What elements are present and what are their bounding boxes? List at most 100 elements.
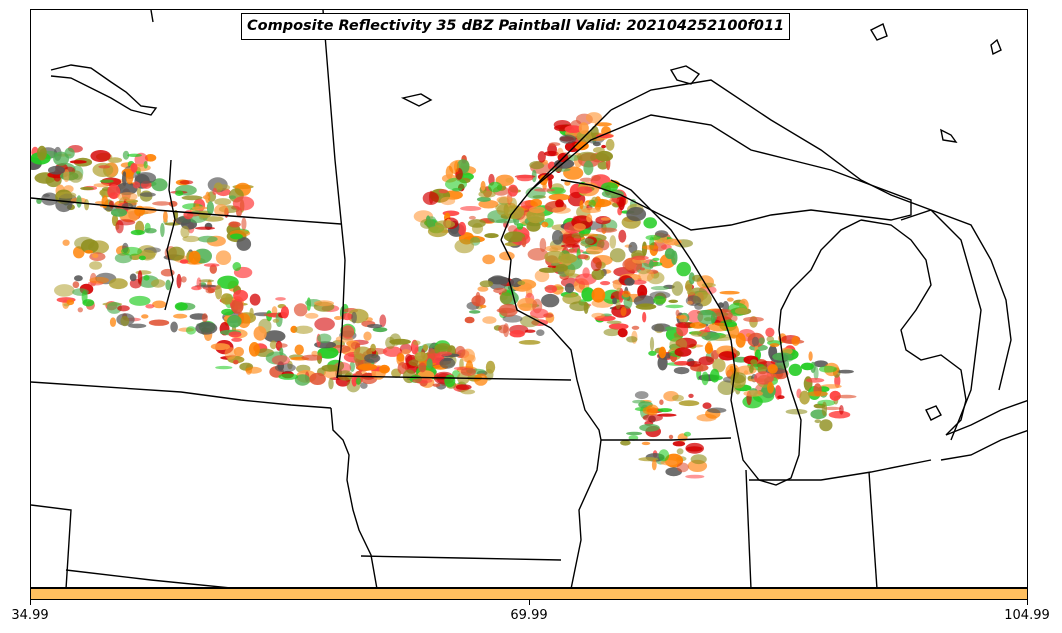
reflectivity-blob (719, 290, 740, 295)
reflectivity-blob (509, 277, 523, 288)
reflectivity-blob (129, 273, 137, 282)
reflectivity-blob (90, 150, 111, 162)
reflectivity-blob (188, 250, 201, 265)
reflectivity-blob (385, 336, 396, 349)
reflectivity-blob (195, 226, 215, 230)
reflectivity-blob (160, 222, 165, 238)
reflectivity-blob (294, 344, 304, 355)
reflectivity-blob (641, 441, 651, 446)
reflectivity-blob (432, 383, 441, 387)
reflectivity-blob (480, 180, 486, 191)
reflectivity-blob (539, 267, 559, 273)
reflectivity-blob (712, 358, 726, 373)
reflectivity-blob (507, 184, 519, 197)
reflectivity-blob (127, 153, 142, 157)
reflectivity-blob (464, 354, 476, 363)
reflectivity-blob (814, 419, 822, 424)
reflectivity-blob (685, 295, 702, 307)
reflectivity-blob (382, 346, 403, 357)
reflectivity-blob (685, 474, 705, 479)
reflectivity-blob (139, 192, 156, 197)
reflectivity-blob (263, 330, 286, 343)
reflectivity-blob (412, 340, 421, 346)
canada-lake-small (870, 23, 888, 41)
reflectivity-blob (675, 309, 680, 317)
reflectivity-blob (434, 220, 456, 229)
reflectivity-blob (616, 287, 621, 292)
reflectivity-blob (728, 324, 740, 339)
reflectivity-blob (233, 359, 239, 365)
reflectivity-blob (638, 269, 655, 282)
reflectivity-blob (341, 313, 354, 321)
reflectivity-blob (232, 262, 242, 271)
colorbar-tick-label-max: 104.99 (1004, 608, 1050, 623)
reflectivity-blob (137, 270, 143, 284)
reflectivity-blob (341, 325, 355, 339)
reflectivity-blob (201, 313, 208, 323)
reflectivity-blob (167, 246, 185, 261)
reflectivity-blob (743, 316, 764, 323)
reflectivity-blob (600, 217, 611, 221)
reflectivity-blob (590, 257, 602, 272)
reflectivity-blob (148, 319, 170, 326)
reflectivity-blob (608, 323, 629, 330)
reflectivity-blob (129, 295, 151, 306)
reflectivity-blob (597, 161, 609, 170)
reflectivity-blob (534, 188, 555, 192)
reflectivity-blob (42, 193, 50, 197)
mn-lake-superior-border (500, 109, 612, 241)
reflectivity-blob (180, 225, 190, 239)
reflectivity-blob (701, 282, 716, 288)
reflectivity-blob (807, 391, 829, 397)
lake-st-clair (925, 405, 942, 421)
reflectivity-blob (591, 174, 601, 182)
reflectivity-blob (228, 195, 236, 199)
reflectivity-blob (69, 160, 87, 164)
reflectivity-blob (583, 160, 594, 176)
reflectivity-blob (752, 363, 765, 367)
canada-islands (940, 128, 958, 143)
reflectivity-blob (579, 177, 594, 182)
reflectivity-blob (107, 184, 121, 200)
reflectivity-blob (72, 281, 80, 289)
reflectivity-blob (586, 214, 593, 223)
il-wi-border (601, 437, 732, 441)
reflectivity-blob (212, 187, 218, 195)
reflectivity-blob (551, 206, 571, 214)
reflectivity-blob (592, 141, 601, 147)
reflectivity-blob (626, 207, 647, 222)
reflectivity-blob (321, 364, 340, 372)
reflectivity-blob (279, 347, 284, 357)
reflectivity-blob (620, 306, 627, 317)
reflectivity-blob (180, 276, 187, 283)
reflectivity-blob (217, 275, 239, 289)
reflectivity-blob (293, 303, 308, 317)
reflectivity-blob (530, 198, 542, 208)
reflectivity-blob (426, 358, 433, 369)
reflectivity-blob (688, 272, 695, 285)
reflectivity-blob (350, 341, 360, 350)
reflectivity-blob (595, 227, 618, 233)
reflectivity-blob (734, 307, 749, 315)
reflectivity-blob (174, 302, 188, 311)
reflectivity-blob (503, 231, 526, 243)
reflectivity-blob (152, 300, 167, 309)
reflectivity-blob (478, 190, 496, 198)
reflectivity-blob (575, 273, 597, 286)
reflectivity-blob (603, 328, 621, 337)
reflectivity-blob (836, 394, 857, 399)
reflectivity-blob (651, 323, 671, 332)
reflectivity-blob (231, 299, 244, 314)
reflectivity-blob (686, 290, 696, 295)
reflectivity-blob (548, 193, 570, 201)
reflectivity-blob (612, 297, 617, 305)
reflectivity-blob (676, 462, 689, 473)
reflectivity-blob (517, 297, 538, 311)
reflectivity-blob (529, 161, 545, 170)
reflectivity-blob (583, 233, 598, 237)
reflectivity-blob (837, 369, 854, 374)
reflectivity-blob (454, 161, 459, 173)
reflectivity-blob (581, 287, 595, 302)
reflectivity-blob (210, 343, 230, 351)
in-il-border (745, 469, 752, 587)
